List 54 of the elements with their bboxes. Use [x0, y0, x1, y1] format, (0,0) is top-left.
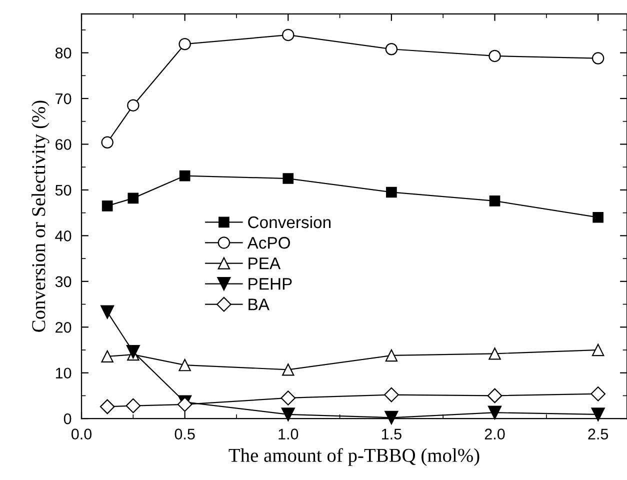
legend-label: AcPO: [247, 236, 290, 249]
x-tick-label: 2.5: [588, 428, 608, 440]
y-tick-label: 40: [55, 230, 72, 242]
point: [282, 173, 294, 184]
point: [385, 43, 398, 56]
point: [384, 387, 399, 402]
x-axis-title: The amount of p-TBBQ (mol%): [228, 448, 480, 466]
point: [590, 386, 606, 402]
point: [280, 390, 296, 406]
point: [281, 408, 295, 422]
point: [384, 410, 398, 424]
point: [127, 99, 140, 112]
point: [101, 136, 114, 149]
x-tick-label: 2.0: [484, 428, 505, 440]
y-axis-title: Conversion or Selectivity (%): [32, 100, 50, 332]
point: [488, 348, 501, 360]
point: [126, 345, 140, 359]
point: [100, 305, 114, 319]
point: [128, 192, 139, 204]
point: [101, 350, 114, 362]
legend-label: PEHP: [248, 278, 292, 290]
point: [102, 200, 113, 212]
y-tick-label: 70: [56, 93, 72, 104]
x-tick-label: 0.5: [174, 428, 195, 440]
point: [385, 349, 398, 362]
legend-label: BA: [248, 298, 270, 310]
point: [100, 399, 115, 414]
legend-label: PEA: [248, 258, 281, 270]
y-tick-label: 60: [56, 139, 72, 150]
point: [592, 212, 604, 223]
point: [488, 50, 501, 62]
legend-label: Conversion: [248, 216, 330, 228]
y-tick-label: 20: [56, 322, 72, 333]
y-tick-label: 30: [55, 276, 72, 288]
point: [282, 364, 294, 376]
point: [126, 398, 141, 414]
point: [592, 344, 604, 356]
x-tick-label: 1.5: [382, 428, 402, 440]
point: [179, 170, 190, 182]
point: [591, 408, 605, 422]
point: [178, 38, 191, 50]
y-tick-label: 80: [55, 48, 72, 58]
point: [178, 358, 191, 372]
point: [592, 52, 604, 64]
x-tick-label: 1.0: [278, 428, 298, 440]
point: [487, 388, 502, 404]
y-tick-label: 50: [55, 184, 72, 196]
y-tick-label: 0: [64, 413, 72, 424]
y-tick-label: 10: [56, 368, 72, 379]
point: [386, 186, 397, 198]
x-tick-label: 0.0: [71, 428, 92, 440]
point: [489, 196, 500, 206]
point: [488, 406, 502, 420]
point: [282, 28, 294, 42]
